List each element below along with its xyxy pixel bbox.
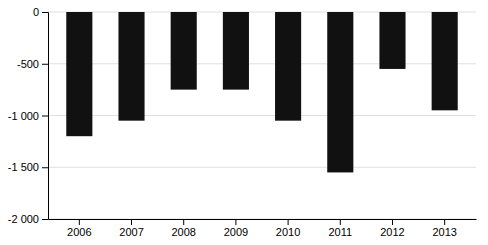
bars	[66, 12, 457, 172]
y-tick-label: -1 000	[8, 110, 39, 122]
y-tick-mark	[42, 219, 48, 220]
y-tick-label: -2 000	[8, 213, 39, 225]
bar	[379, 12, 405, 69]
y-tick: -500	[17, 58, 48, 70]
y-tick-mark	[42, 116, 48, 117]
y-tick: -1 000	[8, 110, 48, 122]
x-tick: 2013	[432, 219, 456, 238]
grid-line	[48, 219, 476, 220]
x-tick: 2009	[224, 219, 248, 238]
bar	[327, 12, 353, 172]
x-tick: 2012	[380, 219, 404, 238]
grid	[48, 12, 476, 219]
bar	[223, 12, 249, 90]
y-tick-label: -1 500	[8, 161, 39, 173]
grid-line	[48, 12, 476, 13]
x-tick-label: 2012	[380, 226, 404, 238]
x-tick-mark	[340, 219, 341, 225]
y-tick-label: 0	[33, 6, 39, 18]
x-tick: 2011	[328, 219, 352, 238]
x-tick-mark	[288, 219, 289, 225]
chart-svg: 0-500-1 000-1 500-2 00020062007200820092…	[0, 0, 488, 245]
grid-line	[48, 167, 476, 168]
bar	[432, 12, 458, 110]
x-tick-label: 2011	[328, 226, 352, 238]
x-tick-label: 2013	[432, 226, 456, 238]
x-tick: 2007	[119, 219, 143, 238]
x-tick: 2006	[67, 219, 91, 238]
y-axis-line	[42, 13, 49, 220]
bar	[118, 12, 144, 121]
x-tick-mark	[131, 219, 132, 225]
x-tick-label: 2007	[119, 226, 143, 238]
y-tick-mark	[42, 167, 48, 168]
y-tick: 0	[33, 6, 48, 18]
chart-container: 0-500-1 000-1 500-2 00020062007200820092…	[0, 0, 488, 245]
y-tick: -2 000	[8, 213, 48, 225]
grid-line	[48, 115, 476, 116]
bar	[66, 12, 92, 136]
bar	[171, 12, 197, 90]
x-tick-label: 2006	[67, 226, 91, 238]
y-tick-mark	[42, 64, 48, 65]
plot-area: 0-500-1 000-1 500-2 00020062007200820092…	[8, 6, 477, 238]
x-tick-label: 2008	[171, 226, 195, 238]
y-axis: 0 -500 -1 000 -1 500 -2 000	[8, 6, 49, 225]
x-tick-mark	[444, 219, 445, 225]
x-tick-label: 2009	[224, 226, 248, 238]
x-tick-mark	[392, 219, 393, 225]
bar	[275, 12, 301, 121]
x-tick: 2008	[171, 219, 195, 238]
y-tick: -1 500	[8, 161, 48, 173]
x-axis: 2006 2007 2008 2009 2010 2011 2012 2013	[49, 219, 477, 238]
x-tick-mark	[79, 219, 80, 225]
x-tick-mark	[183, 219, 184, 225]
x-tick-label: 2010	[276, 226, 300, 238]
x-tick: 2010	[276, 219, 300, 238]
x-axis-line	[49, 219, 477, 220]
grid-line	[48, 63, 476, 64]
y-tick-label: -500	[17, 58, 39, 70]
y-tick-mark	[42, 12, 48, 13]
x-tick-mark	[235, 219, 236, 225]
